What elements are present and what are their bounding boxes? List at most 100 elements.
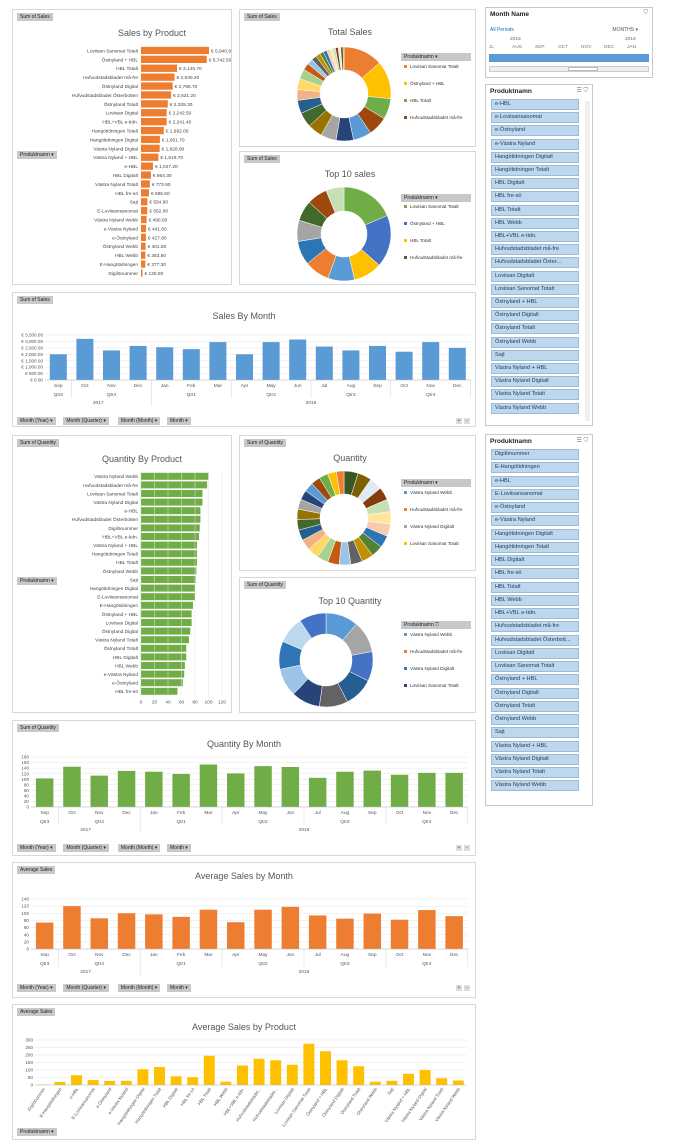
axis-filter-button[interactable]: Month (Quarter) ▾ xyxy=(63,984,109,992)
slicer-item[interactable]: HBL+VBL e-tidn. xyxy=(491,231,579,242)
slicer-item[interactable]: HBL+VBL e-tidn. xyxy=(491,608,579,619)
field-tag[interactable]: Average Sales xyxy=(17,1008,56,1016)
axis-filter-button[interactable]: Month (Quarter) ▾ xyxy=(63,844,109,852)
slicer-item[interactable]: Östnyland Digitalt xyxy=(491,687,579,699)
legend-filter-button[interactable]: Produktnamn ▾ xyxy=(401,479,471,487)
scroll-thumb[interactable] xyxy=(568,67,598,71)
axis-filter-button[interactable]: Month (Month) ▾ xyxy=(117,417,161,425)
timeline-scrollbar[interactable] xyxy=(489,66,649,72)
axis-filter-button[interactable]: Month ▾ xyxy=(167,844,191,852)
slicer-item[interactable]: Sajt xyxy=(491,727,579,739)
slicer-item[interactable]: HBL Totalt xyxy=(491,204,579,216)
field-tag[interactable]: Sum of Quantity xyxy=(17,439,59,447)
filter-icons[interactable]: ☰ ⛉ xyxy=(576,88,588,94)
slicer-item[interactable]: Västra Nyland + HBL xyxy=(491,363,579,374)
month-timeline-slicer[interactable]: Month Name ⛉ All Periods MONTHS ▾ 2018 2… xyxy=(485,7,653,78)
bar xyxy=(445,772,463,807)
filter-icons[interactable]: ☰ ⛉ xyxy=(576,438,588,444)
slicer-item[interactable]: e-HBL xyxy=(491,99,579,110)
slicer-item[interactable]: Västra Nyland Totalt xyxy=(491,389,579,401)
slicer-item[interactable]: Östnyland Totalt xyxy=(491,323,579,335)
field-tag[interactable]: Average Sales xyxy=(17,866,56,874)
slicer-item[interactable]: e-Västra Nyland xyxy=(491,515,579,527)
axis-filter-button[interactable]: Month (Quarter) ▾ xyxy=(63,417,109,425)
slicer-item[interactable]: Östnyland Webb xyxy=(491,336,579,348)
slicer-item[interactable]: HBL Digitalt xyxy=(491,178,579,190)
expand-button[interactable]: + xyxy=(456,418,462,424)
slicer-item[interactable]: Sajt xyxy=(491,349,579,361)
clear-filter-icon[interactable]: ⛉ xyxy=(643,10,648,16)
slicer-item[interactable]: E-Hangötidningen xyxy=(491,462,579,474)
field-tag[interactable]: Sum of Sales xyxy=(17,13,53,21)
slicer-item[interactable]: E-Loviisansanomat xyxy=(491,488,579,500)
axis-filter-button[interactable]: Month ▾ xyxy=(167,984,191,992)
slicer-item[interactable]: e-Västra Nyland xyxy=(491,138,579,150)
legend-filter-button[interactable]: Produktnamn ▾ xyxy=(401,53,471,61)
expand-button[interactable]: + xyxy=(456,845,462,851)
axis-filter-button[interactable]: Month (Year) ▾ xyxy=(17,984,56,992)
slicer-item[interactable]: Västra Nyland + HBL xyxy=(491,740,579,752)
legend-filter-button[interactable]: Produktnamn ▾ xyxy=(401,194,471,202)
product-filter-button[interactable]: Produktnamn ▾ xyxy=(17,577,57,585)
slicer-item[interactable]: Hufvudstadsbladet Österbott... xyxy=(491,634,579,646)
product-slicer-1[interactable]: Produktnamn ☰ ⛉ e-HBL e-Loviisansanomat e-… xyxy=(485,84,593,426)
slicer-item[interactable]: HBL Webb xyxy=(491,217,579,229)
slicer-item[interactable]: Västra Nyland Webb xyxy=(491,402,579,414)
slicer-item[interactable]: Loviisan Digitalt xyxy=(491,270,579,282)
slicer-item[interactable]: Västra Nyland Digitalt xyxy=(491,376,579,388)
slicer-item[interactable]: Digilönummer xyxy=(491,449,579,460)
slicer-item[interactable]: HBL Totalt xyxy=(491,581,579,593)
slicer-item[interactable]: HBL Webb xyxy=(491,594,579,606)
axis-filter-button[interactable]: Month (Year) ▾ xyxy=(17,417,56,425)
period-unit-dropdown[interactable]: MONTHS ▾ xyxy=(612,27,638,33)
field-tag[interactable]: Sum of Sales xyxy=(244,13,280,21)
field-tag[interactable]: Sum of Sales xyxy=(244,155,280,163)
collapse-button[interactable]: − xyxy=(464,418,470,424)
slicer-item[interactable]: Hangötidningen Digitalt xyxy=(491,151,579,163)
axis-filter-button[interactable]: Month (Year) ▾ xyxy=(17,844,56,852)
slicer-item[interactable]: Hangötidningen Totalt xyxy=(491,165,579,176)
axis-filter-button[interactable]: Month ▾ xyxy=(167,417,191,425)
slicer-item[interactable]: Västra Nyland Webb xyxy=(491,780,579,792)
axis-filter-button[interactable]: Month (Month) ▾ xyxy=(117,984,161,992)
slicer-item[interactable]: Västra Nyland Digitalt xyxy=(491,753,579,765)
slicer-item[interactable]: Östnyland + HBL xyxy=(491,674,579,686)
slicer-item[interactable]: Östnyland Digitalt xyxy=(491,310,579,322)
slicer-item[interactable]: e-Östnyland xyxy=(491,502,579,513)
slicer-item[interactable]: HBL fre-sö xyxy=(491,568,579,580)
slicer-item[interactable]: e-Östnyland xyxy=(491,125,579,137)
product-filter-button[interactable]: Produktnamn ▾ xyxy=(17,151,57,159)
field-tag[interactable]: Sum of Sales xyxy=(17,296,53,304)
slicer-item[interactable]: e-Loviisansanomat xyxy=(491,112,579,124)
slicer-item[interactable]: e-HBL xyxy=(491,475,579,487)
expand-button[interactable]: + xyxy=(456,985,462,991)
slicer-item[interactable]: Hufvudstadsbladet må-fre xyxy=(491,244,579,256)
slicer-item[interactable]: Västra Nyland Totalt xyxy=(491,767,579,778)
slicer-item[interactable]: Hangötidningen Digitalt xyxy=(491,528,579,540)
collapse-button[interactable]: − xyxy=(464,985,470,991)
slicer-item[interactable]: HBL fre-sö xyxy=(491,191,579,203)
sales-by-product-chart: Loviisan Sanomat Totalt € 5,940.90 Östnyla… xyxy=(72,46,231,277)
slicer-item[interactable]: Loviisan Sanomat Totalt xyxy=(491,283,579,295)
slicer-item[interactable]: Östnyland Totalt xyxy=(491,700,579,712)
bar xyxy=(63,766,81,807)
timeline-bar[interactable] xyxy=(489,54,649,62)
field-tag[interactable]: Sum of Quantity xyxy=(244,581,286,589)
slicer-item[interactable]: Hufvudstadsbladet må-fre xyxy=(491,621,579,633)
slicer-item[interactable]: Loviisan Digitalt xyxy=(491,647,579,659)
axis-filter-button[interactable]: Month (Month) ▾ xyxy=(117,844,161,852)
slicer-item[interactable]: Hufvudstadsbladet Öster... xyxy=(491,257,579,269)
field-tag[interactable]: Sum of Quantity xyxy=(244,439,286,447)
scrollbar[interactable] xyxy=(585,101,590,421)
slicer-item[interactable]: Loviisan Sanomat Totalt xyxy=(491,661,579,672)
slicer-item[interactable]: Östnyland Webb xyxy=(491,714,579,725)
product-slicer-2[interactable]: Produktnamn ☰ ⛉ Digilönummer E-Hangötidni… xyxy=(485,434,593,806)
slicer-item[interactable]: HBL Digitalt xyxy=(491,555,579,566)
field-tag[interactable]: Sum of Quantity xyxy=(17,724,59,732)
slicer-item[interactable]: Hangötidningen Totalt xyxy=(491,541,579,553)
product-filter-button[interactable]: Produktnamn ▾ xyxy=(17,1128,57,1136)
collapse-button[interactable]: − xyxy=(464,845,470,851)
category-label: e-Östnyland xyxy=(95,1086,113,1109)
legend-filter-button[interactable]: Produktnamn ⛉ xyxy=(401,621,471,629)
slicer-item[interactable]: Östnyland + HBL xyxy=(491,297,579,308)
